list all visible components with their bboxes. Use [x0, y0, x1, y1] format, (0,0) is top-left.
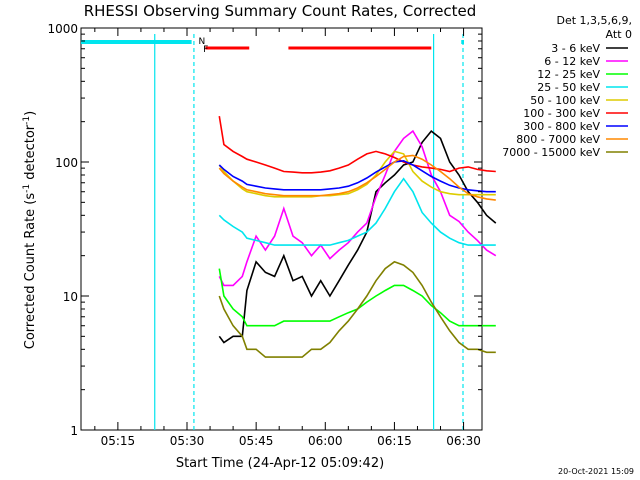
legend-label-2: 12 - 25 keV	[537, 68, 600, 81]
series-line-4	[218, 150, 496, 198]
y-axis-label-sup2: -1	[22, 116, 32, 125]
series-line-7	[218, 154, 496, 201]
flags-layer: NF	[81, 34, 464, 430]
y-tick-label: 1	[70, 424, 78, 438]
series-line-3	[218, 177, 496, 246]
y-axis-label-main: Corrected Count Rate (s	[23, 193, 38, 350]
series-line-8	[218, 260, 496, 358]
plot-frame	[80, 27, 483, 431]
x-tick-label: 05:45	[239, 434, 274, 448]
legend-label-7: 800 - 7000 keV	[516, 133, 600, 146]
legend-label-1: 6 - 12 keV	[544, 55, 600, 68]
legend-label-5: 100 - 300 keV	[523, 107, 600, 120]
series-line-5	[218, 115, 496, 174]
legend-label-8: 7000 - 15000 keV	[502, 146, 600, 159]
x-axis-label: Start Time (24-Apr-12 05:09:42)	[176, 456, 384, 471]
y-tick-label: 10	[63, 290, 78, 304]
x-tick-label: 05:15	[101, 434, 136, 448]
x-tick-label: 06:30	[446, 434, 481, 448]
legend-label-3: 25 - 50 keV	[537, 81, 600, 94]
legend-label-4: 50 - 100 keV	[530, 94, 600, 107]
x-tick-label: 05:30	[170, 434, 205, 448]
flag-label-n: N	[199, 37, 206, 47]
series-line-2	[218, 268, 496, 327]
legend-header-attenuator: Att 0	[606, 28, 632, 41]
y-axis-label: Corrected Count Rate (s-1 detector-1)	[22, 111, 38, 349]
y-axis-label-mid: detector	[23, 124, 38, 184]
legend-header-detectors: Det 1,3,5,6,9,	[556, 14, 632, 27]
y-axis-label-end: )	[23, 111, 38, 116]
axes-layer: 05:15 05:30 05:45 06:00 06:15 06:30 1 10 100 1000	[47, 22, 482, 448]
series-line-6	[218, 159, 496, 193]
legend-label-0: 3 - 6 keV	[551, 42, 600, 55]
y-tick-label: 100	[55, 156, 78, 170]
flag-label-f: F	[203, 45, 208, 55]
chart-title: RHESSI Observing Summary Count Rates, Co…	[84, 2, 477, 20]
y-tick-label: 1000	[47, 22, 78, 36]
x-tick-label: 06:15	[377, 434, 412, 448]
y-axis-label-sup1: -1	[22, 184, 32, 193]
series-line-0	[218, 129, 497, 344]
series-layer	[218, 115, 497, 358]
series-line-1	[218, 129, 497, 287]
x-tick-label: 06:00	[308, 434, 343, 448]
footer-date: 20-Oct-2021 15:09	[558, 467, 634, 476]
legend-label-6: 300 - 800 keV	[523, 120, 600, 133]
